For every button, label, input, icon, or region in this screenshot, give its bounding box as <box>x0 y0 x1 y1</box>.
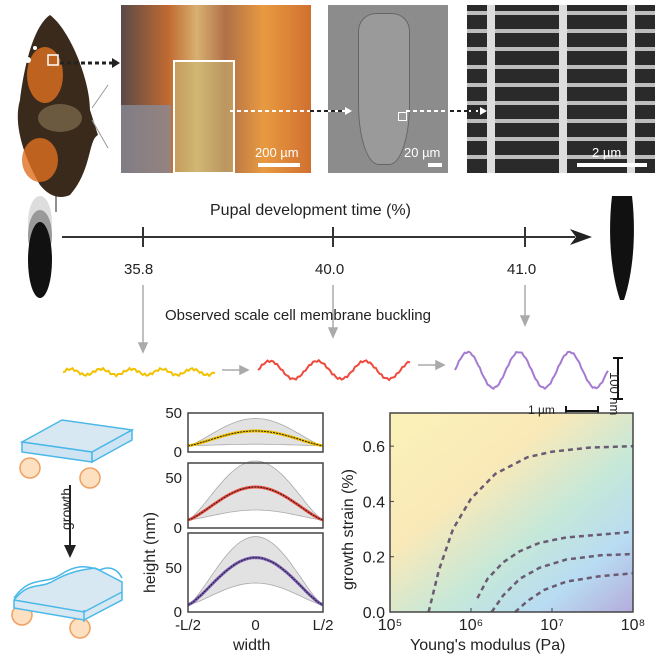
scale-bar <box>258 163 300 167</box>
profile-band <box>187 536 324 606</box>
timeline-arrowhead <box>570 229 592 245</box>
scale-label: 20 µm <box>404 145 441 160</box>
tick-label: 50 <box>165 470 182 487</box>
tick-label: -L/2 <box>175 617 201 634</box>
strain-xlabel: Young's modulus (Pa) <box>410 637 566 654</box>
timeline-title: Pupal development time (%) <box>210 202 411 219</box>
profile-axes <box>187 462 324 529</box>
tick-label: 0 <box>174 520 182 537</box>
tick-label: 10⁵ <box>378 617 402 634</box>
strain-modulus-plot: 0.0 0.2 0.4 0.6 10⁵ 10⁶ 10⁷ 10⁸ <box>363 412 646 634</box>
butterfly-image <box>17 15 109 197</box>
wave-35-8 <box>62 366 216 378</box>
tick-label: L/2 <box>313 617 334 634</box>
tick-label: 10⁸ <box>621 617 646 634</box>
scale-bar <box>428 163 442 167</box>
tick-label: 0.6 <box>363 439 385 456</box>
horizontal-scale-label: 1 µm <box>528 403 555 417</box>
timeline-tick-label: 41.0 <box>507 261 537 278</box>
tick-label: 10⁷ <box>540 617 564 634</box>
tick-label: 0 <box>251 617 259 634</box>
profile-band <box>187 460 324 521</box>
tick-label: 0.0 <box>363 605 385 622</box>
timeline-subtitle: Observed scale cell membrane buckling <box>165 307 431 324</box>
late-scale-silhouette <box>610 196 634 300</box>
tick-label: 0.2 <box>363 550 385 567</box>
profile-xlabel: width <box>233 637 271 654</box>
tick-label: 0 <box>174 444 182 461</box>
vertical-scale-label: 100 nm <box>607 372 622 416</box>
scale-label: 200 µm <box>255 145 299 160</box>
threshold-curve <box>514 572 634 613</box>
wave-41-0 <box>454 350 609 391</box>
timeline-tick-label: 35.8 <box>124 261 154 278</box>
threshold-curve <box>476 530 634 599</box>
threshold-curve <box>490 552 634 613</box>
profile-fit <box>187 557 324 606</box>
tick-label: 0 <box>174 604 182 621</box>
threshold-curve <box>427 444 634 613</box>
early-scale-silhouette <box>28 196 57 298</box>
buckled-membrane-schematic <box>11 565 123 639</box>
optical-micrograph: 200 µm <box>121 5 311 173</box>
profile-fit <box>187 430 324 447</box>
scale-cell-micrograph: 20 µm <box>328 5 448 173</box>
profile-ylabel: height (nm) <box>142 512 159 593</box>
tick-label: 50 <box>165 560 182 577</box>
plot-background <box>390 413 633 612</box>
tick-label: 10⁶ <box>459 617 483 634</box>
profile-fit <box>187 486 324 521</box>
plot-axes <box>389 412 634 613</box>
flat-membrane-schematic <box>19 419 135 489</box>
wave-40-0 <box>257 358 411 382</box>
profile-axes <box>187 412 324 453</box>
timeline-tick-label: 40.0 <box>315 261 345 278</box>
sem-micrograph: 2 µm <box>467 5 655 173</box>
scale-bar <box>577 163 647 167</box>
strain-ylabel: growth strain (%) <box>340 469 357 590</box>
scale-bar-vertical <box>613 357 623 400</box>
scale-label: 2 µm <box>592 145 622 160</box>
selection-box <box>398 112 407 121</box>
tick-label: 0.4 <box>363 494 385 511</box>
profile-axes <box>187 532 324 613</box>
growth-label: growth <box>58 487 74 530</box>
selection-box <box>173 60 235 173</box>
tick-label: 50 <box>165 405 182 422</box>
